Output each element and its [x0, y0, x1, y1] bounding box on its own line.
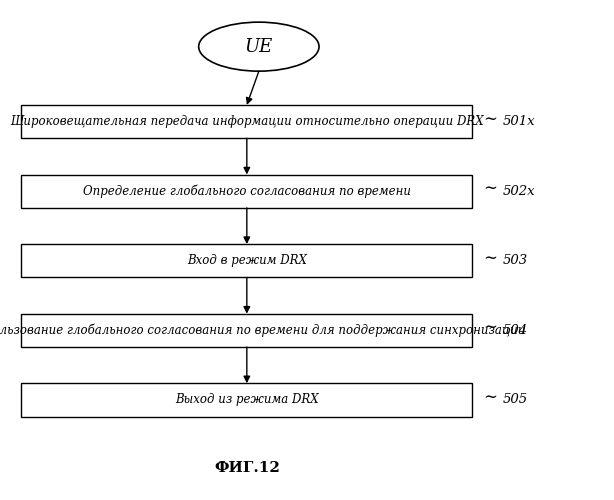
Text: UE: UE — [245, 38, 273, 56]
Text: 505: 505 — [503, 394, 527, 406]
FancyBboxPatch shape — [21, 314, 473, 347]
Text: 504: 504 — [503, 324, 527, 337]
Text: ФИГ.12: ФИГ.12 — [214, 461, 280, 475]
Text: Вход в режим DRX: Вход в режим DRX — [187, 254, 307, 268]
Text: Выход из режима DRX: Выход из режима DRX — [175, 394, 319, 406]
FancyBboxPatch shape — [21, 244, 473, 278]
Text: Использование глобального согласования по времени для поддержания синхронизации: Использование глобального согласования п… — [0, 324, 526, 337]
FancyBboxPatch shape — [21, 105, 473, 138]
Text: 502x: 502x — [503, 184, 535, 198]
Text: ∼: ∼ — [483, 320, 497, 336]
Text: ∼: ∼ — [483, 250, 497, 267]
FancyBboxPatch shape — [21, 384, 473, 416]
Text: ∼: ∼ — [483, 110, 497, 128]
Text: ∼: ∼ — [483, 389, 497, 406]
Text: 503: 503 — [503, 254, 527, 268]
Text: Определение глобального согласования по времени: Определение глобального согласования по … — [83, 184, 411, 198]
Text: Широковещательная передача информации относительно операции DRX: Широковещательная передача информации от… — [10, 115, 484, 128]
Text: 501x: 501x — [503, 115, 535, 128]
Text: ∼: ∼ — [483, 180, 497, 197]
FancyBboxPatch shape — [21, 174, 473, 208]
